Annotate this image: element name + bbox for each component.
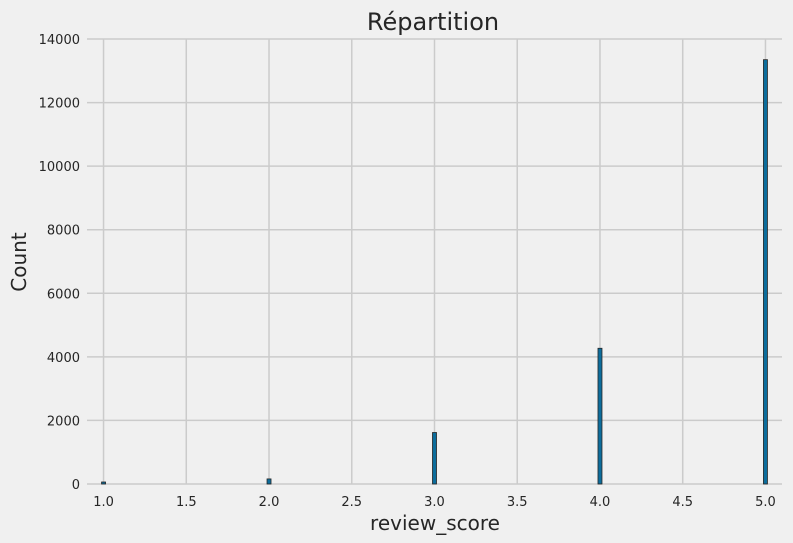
x-tick-label: 1.0	[93, 495, 114, 510]
y-tick-label: 0	[72, 478, 80, 493]
grid	[87, 38, 782, 485]
bars	[101, 59, 768, 485]
y-tick-label: 4000	[47, 351, 80, 366]
y-axis-title: Count	[7, 232, 31, 292]
y-tick-label: 12000	[39, 97, 80, 112]
x-tick-label: 2.0	[259, 495, 280, 510]
x-tick-label: 5.0	[755, 495, 776, 510]
y-tick-label: 6000	[47, 287, 80, 302]
y-tick-label: 10000	[39, 160, 80, 175]
x-tick-label: 1.5	[176, 495, 197, 510]
x-tick-label: 4.0	[590, 495, 611, 510]
bar-3.0	[432, 432, 437, 485]
x-tick-label: 3.5	[507, 495, 528, 510]
x-tick-label: 3.0	[424, 495, 445, 510]
y-tick-label: 8000	[47, 224, 80, 239]
x-tick-label: 4.5	[672, 495, 693, 510]
bar-5.0	[763, 59, 768, 485]
bar-4.0	[597, 347, 603, 485]
y-tick-label: 2000	[47, 414, 80, 429]
x-tick-label: 2.5	[341, 495, 362, 510]
bar-1.0	[101, 481, 106, 485]
x-axis-title: review_score	[370, 511, 500, 535]
y-tick-labels: 0 2000 4000 6000 8000 10000 12000 14000	[39, 33, 80, 493]
bar-2.0	[266, 478, 272, 485]
x-tick-labels: 1.0 1.5 2.0 2.5 3.0 3.5 4.0 4.5 5.0	[93, 495, 776, 510]
y-tick-label: 14000	[39, 33, 80, 48]
chart-title: Répartition	[367, 8, 499, 36]
